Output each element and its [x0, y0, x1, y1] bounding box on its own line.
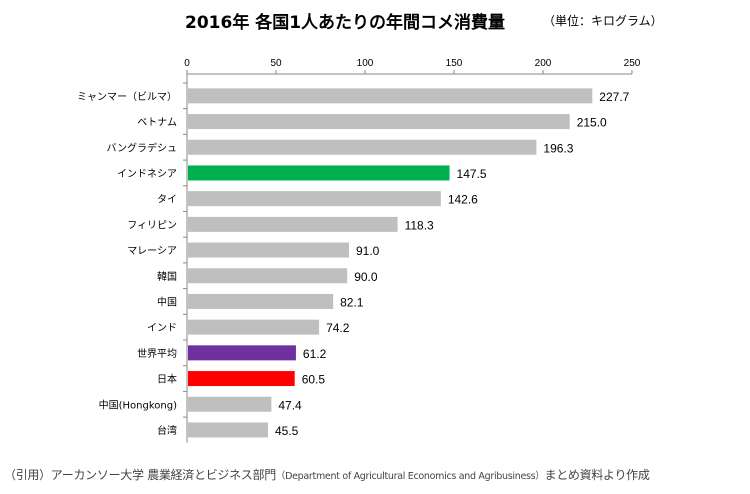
category-label: フィリピン [127, 219, 177, 231]
source-note: （引用）アーカンソー大学 農業経済とビジネス部門（Department of A… [4, 466, 650, 483]
bar [188, 422, 268, 438]
category-label: ベトナム [137, 117, 177, 129]
bar [188, 242, 349, 258]
bar [188, 293, 334, 309]
x-tick-label: 100 [357, 58, 374, 69]
data-label: 60.5 [302, 373, 326, 387]
x-tick-label: 150 [446, 58, 463, 69]
unit-note: （単位：キログラム） [543, 14, 663, 28]
bar [188, 114, 570, 130]
data-label: 90.0 [354, 270, 378, 284]
data-label: 142.6 [448, 193, 478, 207]
category-label: 韓国 [157, 271, 177, 283]
category-label: インド [147, 323, 177, 334]
data-label: 91.0 [356, 244, 380, 258]
x-tick-label: 0 [184, 58, 190, 69]
category-label: 中国(Hongkong) [99, 398, 177, 411]
source-department: （Department of Agricultural Economics an… [275, 471, 545, 482]
data-label: 227.7 [599, 90, 629, 104]
x-tick-label: 50 [270, 58, 282, 69]
category-label: 日本 [157, 373, 177, 386]
data-label: 118.3 [405, 218, 434, 232]
data-label: 61.2 [303, 347, 327, 361]
source-suffix: まとめ資料より作成 [544, 468, 650, 482]
category-label: 台湾 [157, 424, 177, 437]
category-label: ミャンマー（ビルマ） [77, 91, 177, 103]
source-prefix: （引用）アーカンソー大学 農業経済とビジネス部門 [4, 468, 276, 482]
bar [188, 139, 537, 155]
category-label: 中国 [157, 295, 177, 308]
chart-title: 2016年 各国1人あたりの年間コメ消費量 [185, 13, 506, 33]
bar [188, 345, 296, 361]
data-label: 147.5 [457, 167, 487, 181]
category-label: インドネシア [117, 168, 177, 180]
bar [188, 216, 398, 232]
category-label: マレーシア [127, 246, 177, 257]
category-label: 世界平均 [137, 348, 177, 360]
bar [188, 319, 320, 335]
data-label: 82.1 [340, 295, 364, 309]
data-label: 196.3 [543, 141, 573, 155]
bar [188, 88, 593, 104]
x-tick-label: 250 [624, 58, 641, 69]
data-label: 47.4 [278, 398, 302, 412]
x-tick-label: 200 [535, 58, 552, 69]
bar [188, 371, 295, 387]
data-label: 45.5 [275, 424, 299, 438]
bar [188, 165, 450, 181]
data-label: 215.0 [577, 116, 607, 130]
category-label: タイ [157, 194, 177, 206]
data-label: 74.2 [326, 321, 350, 335]
bar [188, 268, 348, 284]
category-label: バングラデシュ [107, 141, 178, 154]
bar [188, 396, 272, 412]
bar [188, 191, 441, 207]
